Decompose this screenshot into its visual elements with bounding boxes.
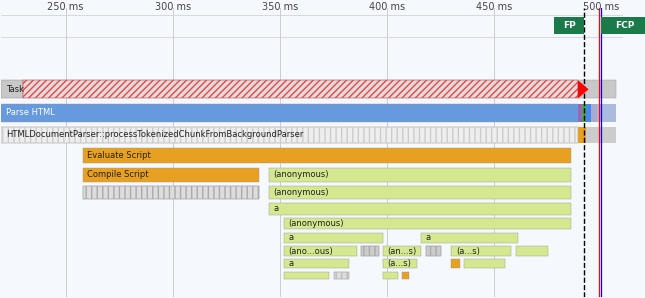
Text: (an...s): (an...s): [387, 246, 417, 256]
Text: (ano...ous): (ano...ous): [288, 246, 333, 256]
Bar: [383, 272, 398, 280]
Bar: [582, 104, 586, 122]
Bar: [270, 168, 571, 182]
Bar: [83, 148, 571, 163]
Bar: [270, 203, 571, 215]
Text: Evaluate Script: Evaluate Script: [87, 151, 151, 160]
Text: (a...s): (a...s): [456, 246, 480, 256]
Text: 500 ms: 500 ms: [583, 2, 620, 12]
Bar: [284, 233, 383, 243]
Bar: [1, 104, 578, 122]
Bar: [83, 168, 259, 182]
Text: FCP: FCP: [615, 21, 635, 30]
Bar: [284, 246, 357, 256]
Bar: [83, 186, 259, 199]
Text: Parse HTML: Parse HTML: [6, 108, 55, 117]
Bar: [333, 272, 348, 280]
Bar: [333, 272, 348, 280]
Text: (a...s): (a...s): [387, 259, 411, 268]
Bar: [83, 186, 259, 199]
Text: HTMLDocumentParser::processTokenizedChunkFromBackgroundParser: HTMLDocumentParser::processTokenizedChun…: [6, 130, 303, 139]
Bar: [578, 104, 582, 122]
Text: a: a: [288, 233, 293, 242]
Bar: [591, 104, 597, 122]
Text: Task: Task: [6, 85, 24, 94]
Text: (anonymous): (anonymous): [273, 188, 329, 197]
Bar: [1, 80, 23, 98]
Text: Compile Script: Compile Script: [87, 170, 148, 179]
Text: a: a: [288, 259, 293, 268]
Text: a: a: [273, 204, 279, 213]
Bar: [1, 127, 578, 143]
Bar: [23, 80, 578, 98]
Polygon shape: [578, 80, 589, 98]
Bar: [426, 246, 441, 256]
Text: 350 ms: 350 ms: [262, 2, 298, 12]
Bar: [284, 272, 330, 280]
Bar: [586, 127, 617, 143]
Bar: [578, 127, 586, 143]
Bar: [383, 246, 421, 256]
Bar: [402, 272, 408, 280]
Bar: [361, 246, 379, 256]
Bar: [586, 104, 591, 122]
Bar: [451, 259, 460, 268]
Bar: [1, 127, 578, 143]
Text: (anonymous): (anonymous): [288, 219, 344, 228]
Text: 450 ms: 450 ms: [476, 2, 513, 12]
Bar: [597, 104, 617, 122]
Text: (anonymous): (anonymous): [273, 170, 329, 179]
Bar: [23, 80, 578, 98]
Bar: [284, 218, 571, 229]
Bar: [284, 259, 348, 268]
Text: 300 ms: 300 ms: [155, 2, 191, 12]
Bar: [578, 80, 617, 98]
Text: 400 ms: 400 ms: [369, 2, 405, 12]
Bar: [383, 259, 417, 268]
Bar: [451, 246, 511, 256]
Bar: [516, 246, 548, 256]
Bar: [361, 246, 379, 256]
Bar: [421, 233, 518, 243]
Bar: [464, 259, 505, 268]
Bar: [426, 246, 441, 256]
Text: 250 ms: 250 ms: [48, 2, 84, 12]
Bar: [270, 186, 571, 199]
Bar: [554, 17, 584, 34]
Text: a: a: [426, 233, 431, 242]
Bar: [602, 17, 645, 34]
Text: FP: FP: [563, 21, 576, 30]
